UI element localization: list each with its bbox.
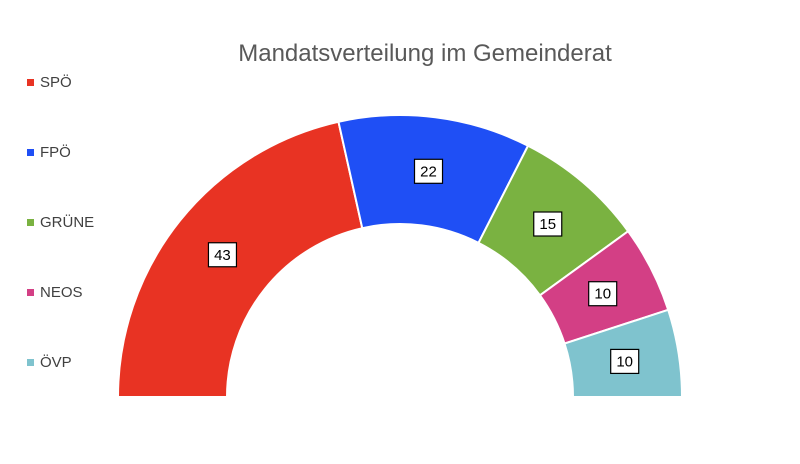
data-label-övp: 10 bbox=[610, 348, 640, 375]
legend-swatch bbox=[27, 148, 34, 156]
legend-swatch bbox=[27, 358, 34, 366]
data-label-value: 10 bbox=[616, 353, 633, 370]
chart-title: Mandatsverteilung im Gemeinderat bbox=[238, 40, 612, 67]
legend-swatch bbox=[27, 78, 34, 86]
data-label-box bbox=[588, 281, 618, 307]
legend-item-spö: SPÖ bbox=[27, 74, 72, 91]
legend-item-fpö: FPÖ bbox=[27, 144, 71, 161]
data-label-box bbox=[533, 211, 563, 237]
data-label-value: 15 bbox=[539, 216, 556, 233]
legend-item-neos: NEOS bbox=[27, 284, 83, 301]
legend-label: ÖVP bbox=[40, 354, 72, 371]
slice-spö bbox=[116, 120, 364, 398]
data-label-value: 43 bbox=[214, 247, 231, 264]
legend-item-grüne: GRÜNE bbox=[27, 214, 94, 231]
data-label-neos: 10 bbox=[588, 281, 618, 307]
data-label-fpö: 22 bbox=[413, 158, 444, 184]
data-label-box bbox=[610, 348, 640, 375]
legend-label: GRÜNE bbox=[40, 214, 95, 231]
data-label-box bbox=[413, 158, 444, 184]
legend-item-övp: ÖVP bbox=[27, 354, 72, 371]
legend-label: SPÖ bbox=[40, 74, 72, 91]
data-label-box bbox=[207, 242, 238, 268]
legend-label: NEOS bbox=[40, 284, 83, 301]
data-label-value: 10 bbox=[594, 286, 611, 303]
legend-swatch bbox=[27, 288, 34, 296]
data-label-grüne: 15 bbox=[533, 211, 563, 237]
data-label-spö: 43 bbox=[207, 242, 238, 268]
legend-swatch bbox=[27, 218, 34, 226]
legend-label: FPÖ bbox=[40, 144, 71, 161]
data-label-value: 22 bbox=[420, 163, 437, 180]
